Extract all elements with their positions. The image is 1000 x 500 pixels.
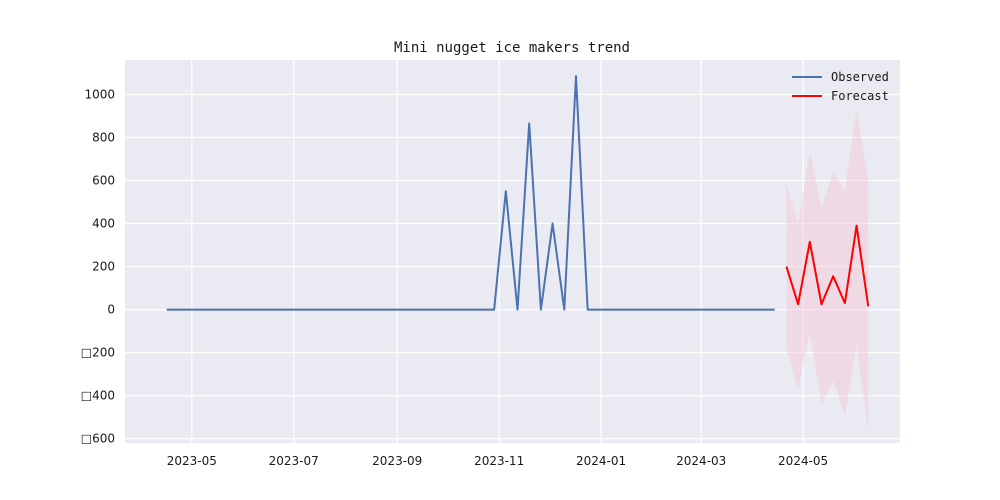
legend-label-forecast: Forecast <box>831 89 889 103</box>
x-tick-label: 2023-09 <box>372 454 422 468</box>
legend-label-observed: Observed <box>831 70 889 84</box>
chart-title: Mini nugget ice makers trend <box>394 40 630 56</box>
series-line-forecast <box>785 224 870 307</box>
y-tick-label: 200 <box>92 260 115 274</box>
forecast-confidence-band <box>786 109 869 431</box>
y-tick-label: □600 <box>81 432 115 446</box>
legend: Observed Forecast <box>792 70 889 103</box>
series-lines <box>166 75 870 311</box>
x-tick-label: 2024-05 <box>778 454 828 468</box>
series-line-observed <box>166 75 775 311</box>
y-axis-ticks: □600 □400 □200 0 200 400 600 800 1000 <box>81 87 115 445</box>
x-tick-label: 2023-11 <box>474 454 524 468</box>
y-tick-label: 800 <box>92 130 115 144</box>
forecast-band-area <box>786 109 869 431</box>
y-tick-label: □200 <box>81 346 115 360</box>
x-tick-label: 2024-01 <box>576 454 626 468</box>
y-tick-label: □400 <box>81 389 115 403</box>
y-tick-label: 1000 <box>84 87 115 101</box>
x-axis-ticks: 2023-05 2023-07 2023-09 2023-11 2024-01 2024-… <box>167 454 828 468</box>
x-tick-label: 2024-03 <box>676 454 726 468</box>
x-tick-label: 2023-05 <box>167 454 217 468</box>
y-tick-label: 0 <box>107 303 115 317</box>
y-tick-label: 600 <box>92 173 115 187</box>
x-tick-label: 2023-07 <box>269 454 319 468</box>
y-tick-label: 400 <box>92 217 115 231</box>
